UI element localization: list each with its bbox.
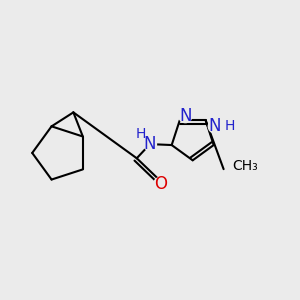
- Text: N: N: [179, 107, 192, 125]
- Text: H: H: [136, 128, 146, 141]
- Text: CH₃: CH₃: [232, 159, 258, 173]
- Text: O: O: [154, 175, 167, 193]
- Circle shape: [208, 120, 221, 133]
- Circle shape: [154, 177, 167, 190]
- Circle shape: [179, 110, 192, 123]
- Text: N: N: [208, 117, 221, 135]
- Text: H: H: [225, 119, 235, 134]
- Text: N: N: [144, 135, 156, 153]
- Circle shape: [143, 138, 157, 151]
